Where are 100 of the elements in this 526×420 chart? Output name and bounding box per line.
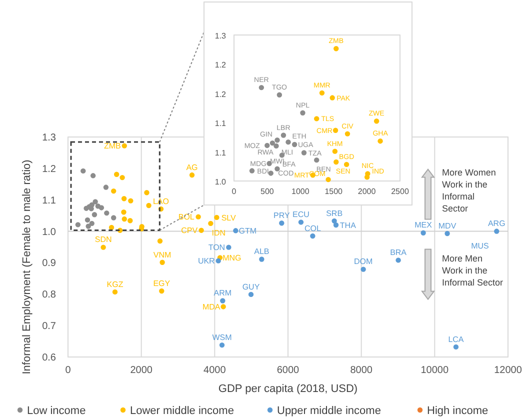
data-label: BRA xyxy=(390,248,408,258)
x-tick-label: 2500 xyxy=(391,187,410,196)
point xyxy=(189,172,195,178)
point xyxy=(274,143,279,149)
data-label: COL xyxy=(304,224,322,233)
point xyxy=(198,228,204,233)
point xyxy=(274,166,280,172)
point xyxy=(270,140,276,146)
point xyxy=(159,288,164,294)
point xyxy=(146,202,152,208)
point xyxy=(396,258,401,263)
data-label: AG xyxy=(186,162,198,172)
legend-label: Low income xyxy=(27,405,86,417)
point xyxy=(75,222,81,228)
point xyxy=(89,220,94,226)
data-label: LCA xyxy=(448,334,464,344)
point xyxy=(196,214,201,220)
data-label: DOM xyxy=(354,257,373,266)
point xyxy=(80,168,86,174)
data-label: LAO xyxy=(152,196,169,206)
point xyxy=(420,230,426,236)
y-tick-label: 1.2 xyxy=(214,60,227,70)
data-label: KGZ xyxy=(106,280,124,289)
point xyxy=(274,138,280,143)
x-tick-label: 12000 xyxy=(494,365,522,376)
point xyxy=(111,188,116,194)
point xyxy=(301,150,307,156)
y-tick-label: 0.8 xyxy=(42,290,56,301)
point xyxy=(216,258,221,264)
data-label: ARG xyxy=(488,219,506,228)
data-label: PRY xyxy=(274,210,290,220)
point xyxy=(326,176,331,182)
x-tick-label: 0 xyxy=(65,365,72,376)
point xyxy=(208,220,214,226)
data-label: SLV xyxy=(221,213,237,222)
point xyxy=(84,206,89,211)
x-tick-label: 1500 xyxy=(324,187,344,196)
data-label: ZMB xyxy=(104,142,121,151)
point xyxy=(157,238,163,244)
x-tick-label: 2000 xyxy=(358,187,376,196)
point xyxy=(344,131,350,136)
x-tick-label: 4000 xyxy=(204,365,226,376)
point xyxy=(280,132,286,138)
point xyxy=(120,174,125,180)
point xyxy=(374,118,380,124)
y-tick-label: 1.1 xyxy=(214,119,227,128)
point xyxy=(121,210,126,215)
y-tick-label: 0.6 xyxy=(42,352,56,364)
point xyxy=(268,170,274,176)
point xyxy=(333,222,339,228)
data-label: TON xyxy=(208,243,226,252)
point xyxy=(332,128,338,133)
data-label: MDA xyxy=(202,302,221,312)
point xyxy=(160,260,165,265)
point xyxy=(220,304,226,310)
legend-label: Upper middle income xyxy=(277,405,381,417)
annotation: More Men Work in the Informal Sector xyxy=(442,253,504,288)
point xyxy=(378,138,383,144)
data-label: SDN xyxy=(94,235,112,244)
y-tick-label: 1.1 xyxy=(42,195,56,206)
data-label: UKR xyxy=(198,256,216,266)
point xyxy=(90,173,96,178)
point xyxy=(233,228,238,234)
point xyxy=(86,224,91,229)
y-tick-label: 1.2 xyxy=(42,164,56,175)
y-tick-label: 1.0 xyxy=(42,226,56,238)
point xyxy=(92,212,98,218)
y-tick-label: 1.0 xyxy=(214,178,227,186)
data-label: IDN xyxy=(212,228,226,238)
point xyxy=(111,215,116,220)
point xyxy=(286,139,291,145)
data-label: ALB xyxy=(254,247,270,256)
point xyxy=(248,292,254,298)
point xyxy=(494,228,500,234)
point xyxy=(453,344,459,350)
point xyxy=(298,220,304,225)
data-label: MEX xyxy=(414,220,433,230)
x-tick-label: 2000 xyxy=(130,365,153,376)
point xyxy=(108,224,114,230)
point xyxy=(276,92,282,98)
y-tick-label: 1.3 xyxy=(42,132,56,144)
point xyxy=(219,342,225,348)
point xyxy=(292,142,298,148)
data-label: EGY xyxy=(153,278,171,288)
data-label: VNM xyxy=(153,250,172,260)
data-label: MNG xyxy=(222,254,242,263)
y-tick-label: 1.1 xyxy=(214,148,227,158)
point xyxy=(220,298,226,304)
data-label: ARM xyxy=(214,288,232,298)
point xyxy=(249,168,255,174)
point xyxy=(100,244,106,250)
y-tick-label: 0.9 xyxy=(42,258,56,270)
point xyxy=(128,218,133,224)
data-label: GUY xyxy=(242,282,260,292)
x-tick-label: 8000 xyxy=(350,365,373,376)
point xyxy=(444,230,450,236)
point xyxy=(128,198,134,204)
point xyxy=(314,116,320,122)
data-label: CPV xyxy=(181,226,198,236)
point xyxy=(98,205,104,210)
